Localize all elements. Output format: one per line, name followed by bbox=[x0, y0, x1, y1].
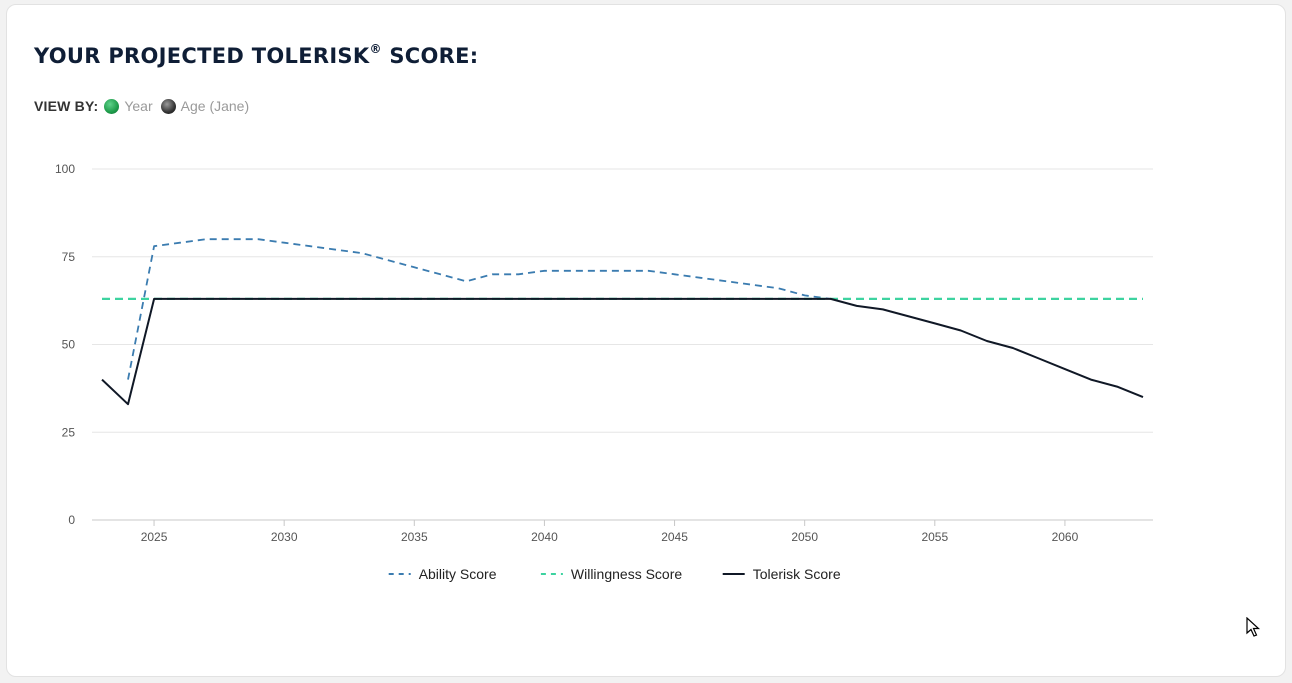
y-tick-label: 25 bbox=[62, 425, 76, 439]
view-by-label: VIEW BY: bbox=[34, 98, 99, 114]
x-tick-label: 2060 bbox=[1052, 530, 1079, 544]
legend-item-label: Willingness Score bbox=[571, 566, 682, 582]
x-tick-label: 2050 bbox=[791, 530, 818, 544]
radio-year-selected-icon[interactable] bbox=[104, 98, 120, 114]
series-line-ability-score bbox=[127, 238, 831, 380]
x-tick-label: 2035 bbox=[401, 530, 428, 544]
view-by-control: VIEW BY: Year Age (Jane) bbox=[34, 98, 257, 114]
y-tick-label: 0 bbox=[68, 513, 75, 527]
series-line-tolerisk-score bbox=[101, 297, 1144, 406]
y-tick-label: 100 bbox=[55, 162, 75, 176]
y-tick-label: 50 bbox=[62, 338, 76, 352]
registered-mark: ® bbox=[369, 42, 382, 56]
title-text: YOUR PROJECTED TOLERISK bbox=[34, 44, 370, 68]
x-tick-label: 2055 bbox=[921, 530, 948, 544]
x-tick-label: 2040 bbox=[531, 530, 558, 544]
x-tick-label: 2025 bbox=[141, 530, 168, 544]
chart-card bbox=[6, 4, 1286, 677]
legend-item-label: Ability Score bbox=[419, 566, 497, 582]
x-tick-label: 2045 bbox=[661, 530, 688, 544]
radio-age-unselected-icon[interactable] bbox=[160, 98, 176, 114]
page-title: YOUR PROJECTED TOLERISK® SCORE: bbox=[34, 42, 479, 68]
mouse-cursor-icon bbox=[1246, 617, 1261, 637]
view-by-option-age[interactable]: Age (Jane) bbox=[180, 98, 250, 114]
view-by-option-year[interactable]: Year bbox=[124, 98, 153, 114]
x-tick-label: 2030 bbox=[271, 530, 298, 544]
title-suffix: SCORE: bbox=[381, 44, 479, 68]
y-tick-label: 75 bbox=[62, 250, 76, 264]
legend-item-label: Tolerisk Score bbox=[753, 566, 841, 582]
